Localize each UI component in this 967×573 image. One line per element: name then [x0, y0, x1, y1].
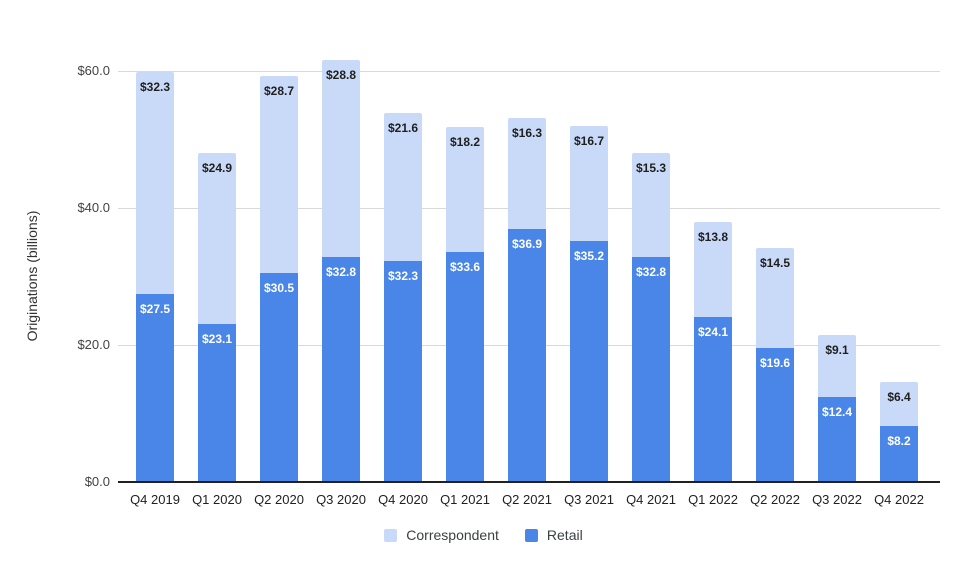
bar-segment-retail: [818, 397, 856, 482]
bar-value-label-retail: $32.3: [387, 268, 419, 283]
bar-value-label-correspondent: $21.6: [387, 120, 419, 135]
x-axis-label: Q3 2022: [812, 492, 862, 507]
bar-segment-retail: [756, 347, 794, 482]
x-axis-label: Q1 2022: [688, 492, 738, 507]
bar-segment-correspondent: [818, 334, 856, 398]
bar-segment-correspondent: [198, 153, 236, 324]
legend-swatch-correspondent: [384, 528, 398, 542]
bar-value-label-retail: $35.2: [573, 248, 605, 263]
x-axis-label: Q1 2020: [192, 492, 242, 507]
bar-segment-correspondent: [136, 72, 174, 294]
x-axis-label: Q3 2021: [564, 492, 614, 507]
bar-segment-correspondent: [694, 222, 732, 317]
bar-value-label-correspondent: $16.7: [573, 134, 605, 149]
bar-value-label-retail: $30.5: [263, 281, 295, 296]
bar-value-label-retail: $27.5: [139, 301, 171, 316]
bar-value-label-correspondent: $13.8: [697, 230, 729, 245]
bar-value-label-correspondent: $32.3: [139, 80, 171, 95]
bar-value-label-retail: $19.6: [759, 355, 791, 370]
bar-value-label-retail: $32.8: [635, 265, 667, 280]
bar-segment-correspondent: [508, 117, 546, 230]
x-axis-label: Q4 2019: [130, 492, 180, 507]
bar-segment-retail: [198, 323, 236, 482]
bar-segment-correspondent: [756, 248, 794, 348]
bar-segment-retail: [136, 293, 174, 482]
bar-segment-retail: [508, 229, 546, 482]
legend-swatch-retail: [524, 528, 538, 542]
bar-segment-correspondent: [632, 152, 670, 258]
x-axis-label: Q2 2020: [254, 492, 304, 507]
legend-item-retail: Retail: [524, 527, 583, 543]
x-axis-label: Q4 2022: [874, 492, 924, 507]
bar-segment-correspondent: [260, 76, 298, 274]
bar-segment-correspondent: [880, 381, 918, 426]
y-axis-title: Originations (billions): [24, 210, 40, 342]
bar-value-label-correspondent: $18.2: [449, 135, 481, 150]
y-axis-tick-label: $40.0: [77, 200, 110, 215]
bar-value-label-correspondent: $28.7: [263, 84, 295, 99]
legend-label-retail: Retail: [546, 527, 583, 543]
legend-item-correspondent: Correspondent: [384, 527, 499, 543]
y-axis-tick-label: $0.0: [84, 474, 110, 489]
bar-segment-retail: [880, 425, 918, 482]
x-axis-label: Q4 2020: [378, 492, 428, 507]
x-axis-label: Q1 2021: [440, 492, 490, 507]
y-axis-tick-label: $60.0: [77, 63, 110, 78]
bar-value-label-retail: $33.6: [449, 259, 481, 274]
x-axis-baseline: [118, 481, 940, 483]
bar-value-label-correspondent: $28.8: [325, 68, 357, 83]
gridline: [118, 71, 940, 72]
bar-value-label-correspondent: $9.1: [825, 342, 849, 357]
bar-segment-retail: [694, 316, 732, 482]
bar-value-label-retail: $23.1: [201, 331, 233, 346]
x-axis-label: Q3 2020: [316, 492, 366, 507]
bar-segment-retail: [570, 240, 608, 482]
bar-value-label-retail: $32.8: [325, 265, 357, 280]
bar-segment-correspondent: [384, 112, 422, 261]
bar-segment-retail: [446, 251, 484, 482]
bar-segment-correspondent: [322, 60, 360, 258]
bar-segment-correspondent: [570, 126, 608, 241]
bar-segment-retail: [384, 260, 422, 482]
bar-value-label-correspondent: $14.5: [759, 256, 791, 271]
y-axis-tick-label: $20.0: [77, 337, 110, 352]
bar-value-label-retail: $36.9: [511, 237, 543, 252]
bar-value-label-retail: $24.1: [697, 324, 729, 339]
x-axis-label: Q4 2021: [626, 492, 676, 507]
x-axis-label: Q2 2021: [502, 492, 552, 507]
bar-value-label-retail: $8.2: [887, 433, 911, 448]
bar-segment-retail: [632, 257, 670, 482]
x-axis-label: Q2 2022: [750, 492, 800, 507]
bar-segment-correspondent: [446, 127, 484, 252]
legend-label-correspondent: Correspondent: [406, 527, 499, 543]
bar-value-label-correspondent: $15.3: [635, 160, 667, 175]
bar-value-label-correspondent: $16.3: [511, 125, 543, 140]
bar-value-label-correspondent: $6.4: [887, 389, 911, 404]
legend: Correspondent Retail: [0, 527, 967, 543]
bar-segment-retail: [260, 273, 298, 482]
bar-segment-retail: [322, 257, 360, 482]
bar-value-label-correspondent: $24.9: [201, 161, 233, 176]
bar-value-label-retail: $12.4: [821, 405, 853, 420]
